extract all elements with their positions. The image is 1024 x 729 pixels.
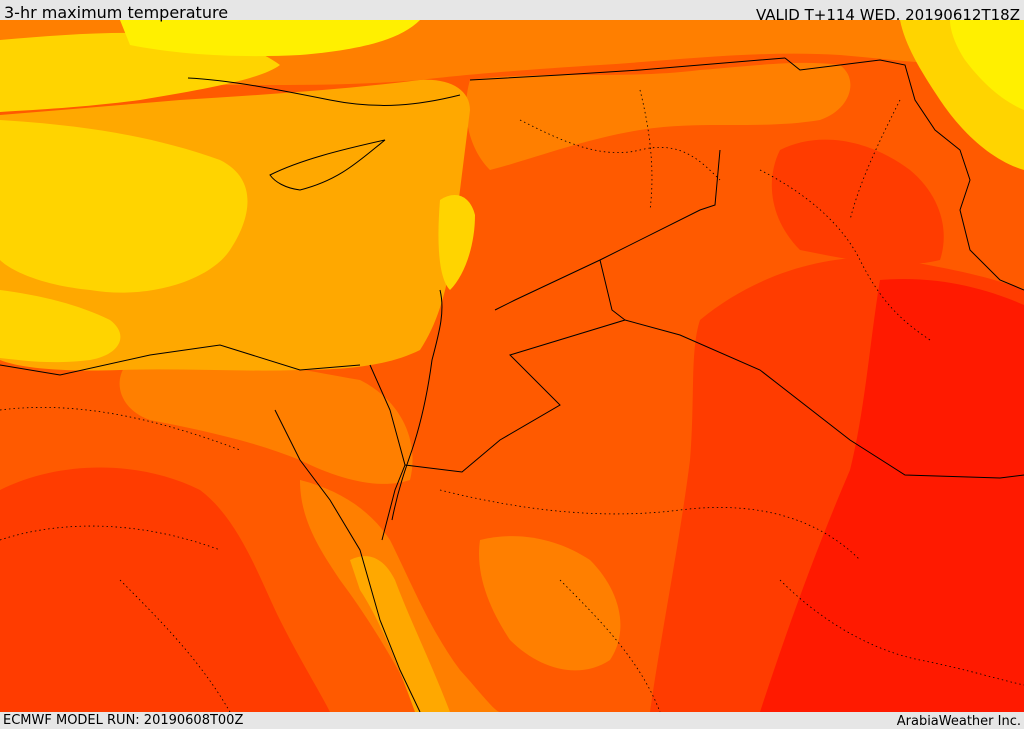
- temperature-map: [0, 20, 1024, 712]
- temperature-zone-sinai-warm: [119, 357, 413, 484]
- footer-bar: [0, 712, 1024, 729]
- black-sea-coast-cool: [120, 20, 420, 57]
- temperature-zone-egypt-hot: [0, 467, 330, 712]
- mediterranean-cool-zone-south: [0, 290, 121, 363]
- country-borders: [0, 57, 1024, 712]
- caspian-cooler-zone: [950, 20, 1024, 110]
- header-bar: [0, 0, 1024, 20]
- province-boundaries: [0, 89, 1024, 712]
- model-run-label: ECMWF MODEL RUN: 20190608T00Z: [3, 713, 244, 728]
- temperature-zone-arabia-warm: [479, 536, 621, 671]
- valid-time-label: VALID T+114 WED. 20190612T18Z: [755, 6, 1020, 24]
- temperature-zone-iraq-hot: [771, 139, 944, 265]
- coastal-cool-zone: [438, 195, 475, 290]
- credit-label: ArabiaWeather Inc.: [896, 714, 1021, 729]
- red-sea-zone: [350, 556, 450, 712]
- mediterranean-cool-zone: [0, 120, 248, 293]
- coastlines: [187, 77, 461, 521]
- temperature-zone-levant-warm: [466, 62, 851, 170]
- map-title: 3-hr maximum temperature: [4, 3, 229, 22]
- temperature-zone-extreme: [760, 279, 1024, 712]
